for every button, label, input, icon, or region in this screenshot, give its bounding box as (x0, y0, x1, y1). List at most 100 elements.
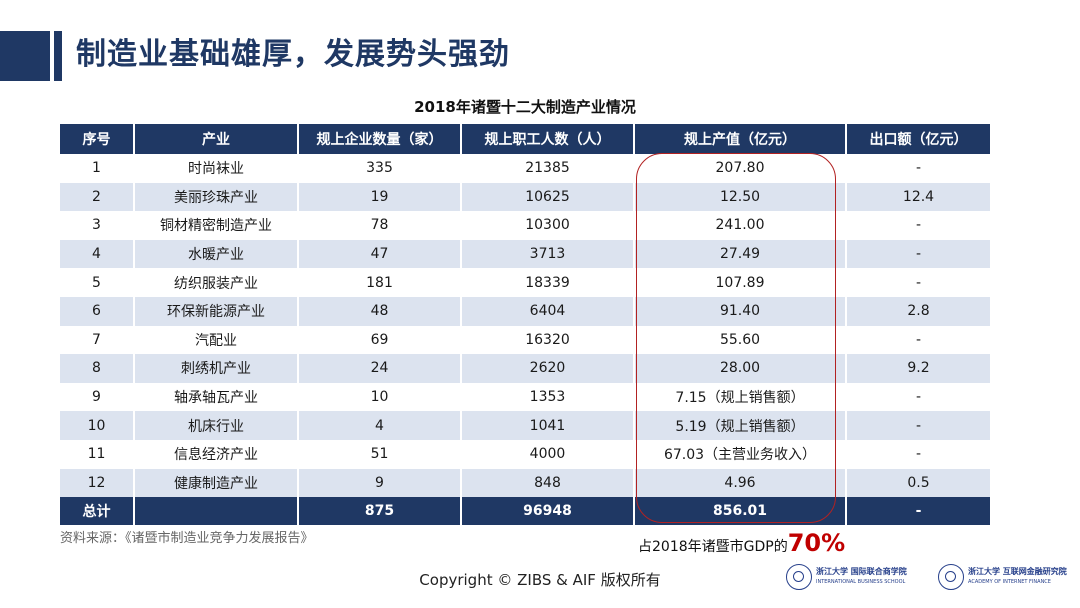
copyright: Copyright © ZIBS & AIF 版权所有 (419, 571, 661, 589)
cell-export: - (846, 325, 990, 355)
cell-industry: 时尚袜业 (134, 154, 299, 183)
cell-export: - (846, 211, 990, 240)
accent-stripe (54, 31, 62, 81)
aif-logo-cn: 浙江大学 互联网金融研究院 (968, 567, 1067, 576)
table-row: 12 健康制造产业 9 848 4.96 0.5 (60, 468, 990, 498)
total-employees: 96948 (461, 497, 635, 526)
table-total-row: 总计 875 96948 856.01 - (60, 497, 990, 526)
cell-employees: 21385 (461, 154, 635, 183)
total-label: 总计 (60, 497, 135, 526)
gdp-note-text: 占2018年诸暨市GDP的 (638, 539, 788, 555)
cell-enterprises: 78 (298, 211, 462, 240)
cell-employees: 3713 (461, 239, 635, 269)
cell-industry: 纺织服装产业 (134, 268, 299, 297)
cell-index: 4 (60, 239, 135, 269)
total-output: 856.01 (634, 497, 847, 526)
cell-export: 9.2 (846, 354, 990, 383)
table-row: 10 机床行业 4 1041 5.19（规上销售额） - (60, 411, 990, 440)
cell-index: 3 (60, 211, 135, 240)
cell-export: 0.5 (846, 468, 990, 498)
table-row: 7 汽配业 69 16320 55.60- (60, 325, 990, 355)
aif-logo-en: ACADEMY OF INTERNET FINANCE (968, 579, 1051, 585)
gdp-percentage: 70% (787, 529, 846, 557)
header-export: 出口额（亿元） (846, 124, 990, 154)
cell-employees: 2620 (461, 354, 635, 383)
cell-index: 11 (60, 439, 135, 469)
total-export: - (846, 497, 990, 526)
cell-index: 6 (60, 296, 135, 326)
header-enterprises: 规上企业数量（家） (298, 124, 462, 154)
cell-enterprises: 4 (298, 411, 462, 440)
header-industry: 产业 (134, 124, 299, 154)
table-header-row: 序号 产业 规上企业数量（家） 规上职工人数（人） 规上产值（亿元） 出口额（亿… (60, 124, 990, 154)
cell-export: - (846, 154, 990, 183)
cell-enterprises: 181 (298, 268, 462, 297)
cell-output: 27.49 (634, 239, 847, 269)
table-row: 1 时尚袜业 335 21385 207.80- (60, 154, 990, 183)
table-row: 8 刺绣机产业 24 2620 28.00 9.2 (60, 354, 990, 383)
cell-enterprises: 335 (298, 154, 462, 183)
cell-employees: 10625 (461, 182, 635, 212)
cell-output: 107.89 (634, 268, 847, 297)
gdp-note: 占2018年诸暨市GDP的70% (638, 528, 845, 562)
zju-seal-icon (938, 564, 964, 590)
cell-index: 7 (60, 325, 135, 355)
source-note: 资料来源：《诸暨市制造业竞争力发展报告》 (60, 531, 314, 546)
cell-employees: 1041 (461, 411, 635, 440)
cell-industry: 健康制造产业 (134, 468, 299, 498)
cell-industry: 水暖产业 (134, 239, 299, 269)
table-title: 2018年诸暨十二大制造产业情况 (414, 98, 636, 116)
cell-output: 91.40 (634, 296, 847, 326)
cell-export: - (846, 268, 990, 297)
cell-enterprises: 51 (298, 439, 462, 469)
industry-table: 序号 产业 规上企业数量（家） 规上职工人数（人） 规上产值（亿元） 出口额（亿… (60, 124, 990, 526)
header-employees: 规上职工人数（人） (461, 124, 635, 154)
cell-industry: 信息经济产业 (134, 439, 299, 469)
cell-output: 28.00 (634, 354, 847, 383)
cell-export: - (846, 439, 990, 469)
cell-output: 5.19（规上销售额） (634, 411, 847, 440)
zibs-logo: 浙江大学 国际联合商学院 INTERNATIONAL BUSINESS SCHO… (786, 562, 907, 592)
cell-output: 12.50 (634, 182, 847, 212)
cell-employees: 1353 (461, 382, 635, 412)
cell-index: 5 (60, 268, 135, 297)
cell-employees: 10300 (461, 211, 635, 240)
table-row: 5 纺织服装产业 181 18339 107.89- (60, 268, 990, 297)
cell-enterprises: 24 (298, 354, 462, 383)
cell-enterprises: 47 (298, 239, 462, 269)
cell-index: 8 (60, 354, 135, 383)
cell-export: - (846, 239, 990, 269)
cell-employees: 6404 (461, 296, 635, 326)
cell-index: 12 (60, 468, 135, 498)
cell-industry: 汽配业 (134, 325, 299, 355)
cell-index: 10 (60, 411, 135, 440)
table-row: 9 轴承轴瓦产业 10 1353 7.15（规上销售额） - (60, 382, 990, 412)
cell-enterprises: 10 (298, 382, 462, 412)
cell-industry: 铜材精密制造产业 (134, 211, 299, 240)
cell-employees: 16320 (461, 325, 635, 355)
zju-seal-icon (786, 564, 812, 590)
cell-export: 12.4 (846, 182, 990, 212)
cell-export: 2.8 (846, 296, 990, 326)
total-industry (134, 497, 299, 526)
cell-industry: 机床行业 (134, 411, 299, 440)
cell-export: - (846, 382, 990, 412)
table-row: 2 美丽珍珠产业 19 10625 12.50 12.4 (60, 182, 990, 212)
zibs-logo-cn: 浙江大学 国际联合商学院 (816, 567, 907, 576)
accent-bar (0, 31, 50, 81)
cell-enterprises: 69 (298, 325, 462, 355)
table-row: 4 水暖产业 47 3713 27.49- (60, 239, 990, 269)
cell-employees: 848 (461, 468, 635, 498)
cell-enterprises: 9 (298, 468, 462, 498)
header-index: 序号 (60, 124, 135, 154)
table-row: 11 信息经济产业 51 4000 67.03（主营业务收入） - (60, 439, 990, 469)
zibs-logo-en: INTERNATIONAL BUSINESS SCHOOL (816, 579, 906, 585)
cell-output: 7.15（规上销售额） (634, 382, 847, 412)
cell-output: 207.80 (634, 154, 847, 183)
table-row: 6 环保新能源产业 48 6404 91.40 2.8 (60, 296, 990, 326)
cell-output: 67.03（主营业务收入） (634, 439, 847, 469)
cell-output: 55.60 (634, 325, 847, 355)
cell-employees: 4000 (461, 439, 635, 469)
cell-industry: 美丽珍珠产业 (134, 182, 299, 212)
total-enterprises: 875 (298, 497, 462, 526)
